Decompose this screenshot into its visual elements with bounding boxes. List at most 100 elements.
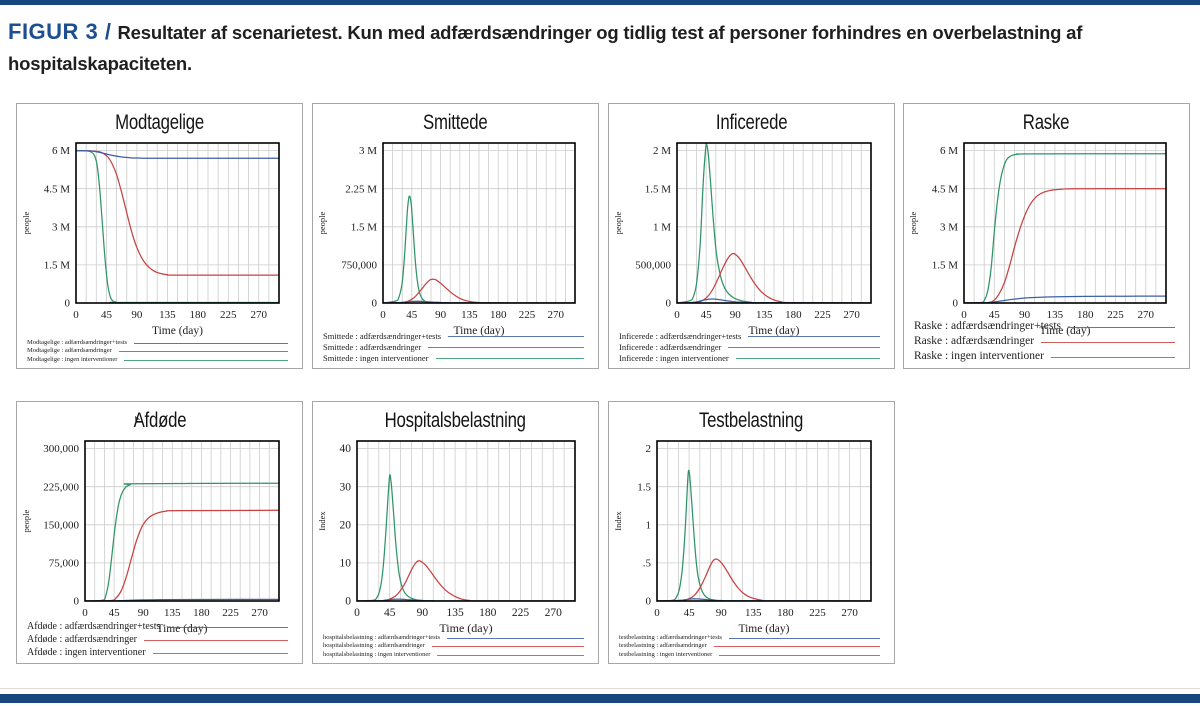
svg-text:135: 135 xyxy=(159,309,176,321)
chart-legend: Afdøde : adfærdsændringer+tests Afdøde :… xyxy=(27,620,288,659)
svg-text:90: 90 xyxy=(1019,309,1031,321)
svg-text:270: 270 xyxy=(1138,309,1155,321)
legend-line xyxy=(435,358,584,360)
chart-panel-inficerede: Inficerede 0 500,000 1 M 1.5 M 2 M 0 45 90 135 18… xyxy=(608,103,895,369)
legend-item: Modtagelige : adfærdsændringer xyxy=(27,347,288,356)
legend-line xyxy=(447,637,584,639)
svg-text:2: 2 xyxy=(646,443,652,455)
legend-item: testbelastning : ingen interventioner xyxy=(619,651,880,660)
chart-title: Raske xyxy=(1023,111,1070,134)
svg-text:people: people xyxy=(21,509,31,532)
svg-text:135: 135 xyxy=(164,607,181,619)
svg-text:225: 225 xyxy=(220,309,237,321)
svg-text:135: 135 xyxy=(461,309,478,321)
svg-text:180: 180 xyxy=(785,309,802,321)
legend-line xyxy=(728,347,880,349)
svg-text:0: 0 xyxy=(380,309,386,321)
legend-line xyxy=(124,359,288,361)
svg-text:45: 45 xyxy=(406,309,418,321)
svg-text:300,000: 300,000 xyxy=(43,443,79,455)
svg-text:people: people xyxy=(908,211,918,234)
svg-text:270: 270 xyxy=(548,309,565,321)
svg-text:people: people xyxy=(21,211,31,234)
svg-text:135: 135 xyxy=(756,309,773,321)
chart-plot: 0 .5 1 1.5 2 0 45 90 135 180 225 270 Time (day) Index xyxy=(613,440,872,635)
svg-text:180: 180 xyxy=(479,607,497,619)
svg-text:180: 180 xyxy=(490,309,507,321)
figure-label: FIGUR 3 / xyxy=(8,19,112,44)
svg-text:500,000: 500,000 xyxy=(635,260,671,272)
svg-text:150,000: 150,000 xyxy=(43,519,79,531)
legend-item: hospitalsbelastning : ingen intervention… xyxy=(323,651,584,660)
svg-text:90: 90 xyxy=(417,607,429,619)
svg-text:45: 45 xyxy=(109,607,121,619)
svg-text:90: 90 xyxy=(716,607,728,619)
legend-line xyxy=(1068,326,1175,328)
chart-title: Inficerede xyxy=(715,111,788,134)
svg-text:1 M: 1 M xyxy=(653,221,671,233)
svg-text:0: 0 xyxy=(354,607,360,619)
svg-text:1.5 M: 1.5 M xyxy=(351,221,378,233)
legend-item: hospitalsbelastning : adfærdsændringer+t… xyxy=(323,634,584,643)
svg-text:270: 270 xyxy=(251,607,268,619)
footer-divider xyxy=(0,688,1200,689)
svg-text:90: 90 xyxy=(435,309,447,321)
svg-text:270: 270 xyxy=(841,607,858,619)
chart-legend: Smittede : adfærdsændringer+tests Smitte… xyxy=(323,331,584,364)
svg-text:30: 30 xyxy=(340,481,352,493)
legend-item: Inficerede : ingen interventioner xyxy=(619,353,880,364)
svg-text:0: 0 xyxy=(953,298,959,310)
svg-text:.5: .5 xyxy=(643,558,652,570)
chart-panel-hospitalsbelastning: Hospitalsbelastning 0 10 20 30 40 0 45 90 135 180… xyxy=(312,401,599,664)
svg-text:0: 0 xyxy=(674,309,680,321)
figure-caption-block: FIGUR 3 /Resultater af scenarietest. Kun… xyxy=(8,16,1148,79)
svg-text:people: people xyxy=(317,211,327,234)
svg-text:45: 45 xyxy=(701,309,713,321)
svg-text:Index: Index xyxy=(317,511,327,531)
svg-text:225: 225 xyxy=(512,607,530,619)
svg-text:0: 0 xyxy=(666,298,672,310)
svg-text:1.5 M: 1.5 M xyxy=(932,260,959,272)
legend-item: Modtagelige : adfærdsændringer+tests xyxy=(27,339,288,348)
svg-text:1.5 M: 1.5 M xyxy=(645,183,672,195)
legend-line xyxy=(728,637,880,639)
chart-title: Hospitalsbelastning xyxy=(384,409,527,432)
svg-text:0: 0 xyxy=(74,596,80,608)
chart-plot: 0 75,000 150,000 225,000 300,000 0 45 90 135 180 2… xyxy=(21,440,280,635)
legend-line xyxy=(167,626,288,628)
bottom-accent-bar xyxy=(0,694,1200,703)
svg-text:4.5 M: 4.5 M xyxy=(44,183,71,195)
legend-line xyxy=(748,336,880,338)
legend-item: testbelastning : adfærdsændringer+tests xyxy=(619,634,880,643)
legend-item: Modtagelige : ingen interventioner xyxy=(27,356,288,365)
svg-text:6 M: 6 M xyxy=(52,145,70,157)
svg-text:0: 0 xyxy=(82,607,88,619)
svg-text:180: 180 xyxy=(190,309,207,321)
legend-line xyxy=(152,652,288,654)
svg-text:Time (day): Time (day) xyxy=(453,325,504,337)
legend-item: Afdøde : adfærdsændringer+tests xyxy=(27,620,288,633)
svg-text:225,000: 225,000 xyxy=(43,481,79,493)
chart-legend: Raske : adfærdsændringer+tests Raske : a… xyxy=(914,319,1175,364)
legend-item: Raske : adfærdsændringer+tests xyxy=(914,319,1175,334)
legend-line xyxy=(437,654,584,656)
chart-panel-raske: Raske 0 1.5 M 3 M 4.5 M 6 M 0 45 90 135 180 225 270… xyxy=(903,103,1190,369)
chart-title: Modtagelige xyxy=(115,111,204,134)
chart-legend: Inficerede : adfærdsændringer+tests Infi… xyxy=(619,331,880,364)
chart-legend: Modtagelige : adfærdsændringer+tests Mod… xyxy=(27,339,288,365)
top-accent-bar xyxy=(0,0,1200,5)
svg-text:Time (day): Time (day) xyxy=(748,325,799,337)
svg-text:750,000: 750,000 xyxy=(341,260,377,272)
legend-line xyxy=(713,646,880,648)
legend-line xyxy=(118,351,288,353)
svg-text:225: 225 xyxy=(1107,309,1124,321)
svg-text:2.25 M: 2.25 M xyxy=(345,183,377,195)
legend-line xyxy=(719,654,880,656)
legend-item: Smittede : adfærdsændringer+tests xyxy=(323,331,584,342)
legend-line xyxy=(1050,356,1175,358)
legend-item: Afdøde : ingen interventioner xyxy=(27,646,288,659)
chart-panel-smittede: Smittede 0 750,000 1.5 M 2.25 M 3 M 0 45 90 135 1… xyxy=(312,103,599,369)
chart-plot: 0 1.5 M 3 M 4.5 M 6 M 0 45 90 135 180 225 270 Time (… xyxy=(908,142,1167,337)
svg-text:135: 135 xyxy=(446,607,464,619)
